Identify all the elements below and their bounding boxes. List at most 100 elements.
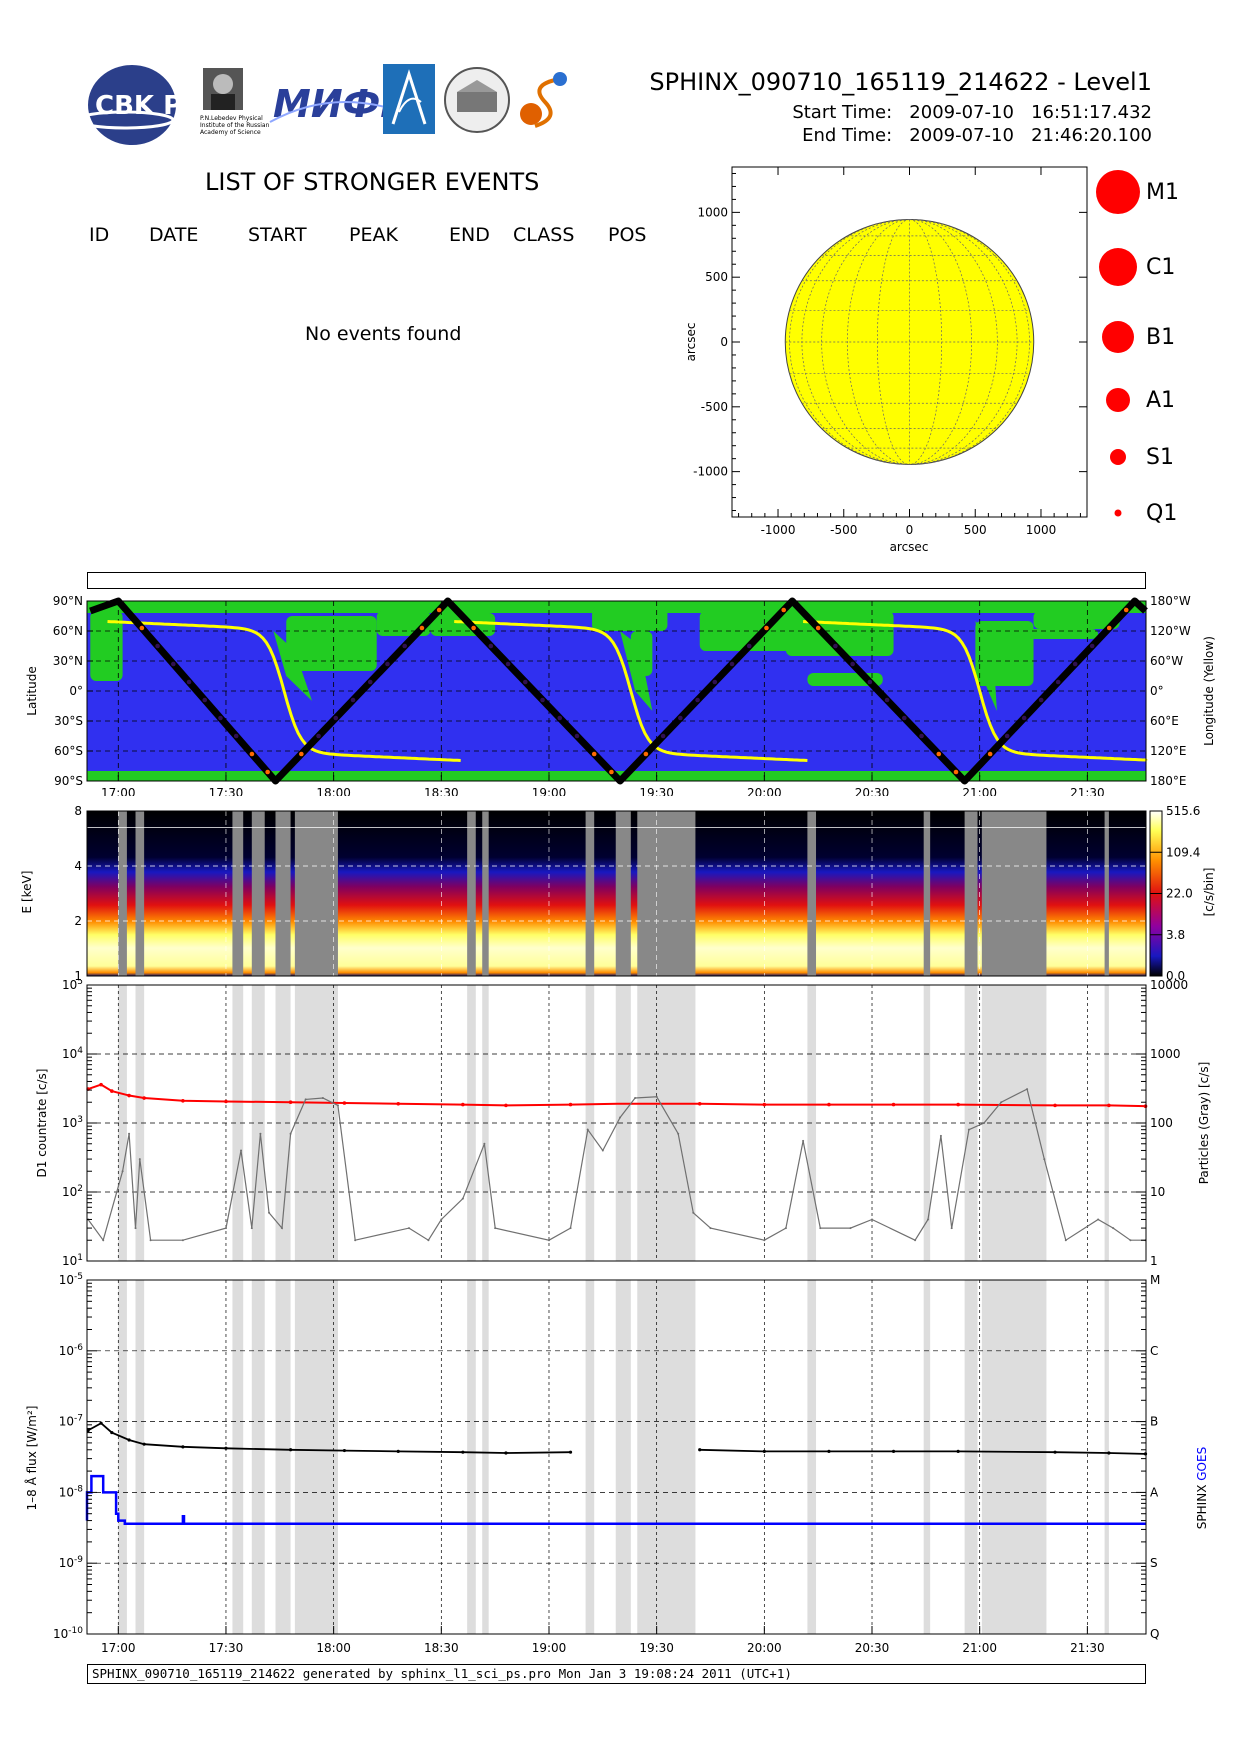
- orbit-marker: [139, 625, 145, 631]
- sun-longitude-line: [909, 219, 1018, 465]
- orbit-marker: [781, 607, 787, 613]
- energy-tick-label: 4: [74, 859, 82, 873]
- col-end: END: [449, 224, 490, 246]
- sun-longitude-line: [847, 219, 910, 465]
- goes-class-label: B: [1150, 1415, 1158, 1429]
- scale-label-s1: S1: [1146, 445, 1174, 470]
- col-pos: POS: [608, 224, 647, 246]
- orbit-marker: [729, 661, 735, 667]
- src-logo: [383, 64, 435, 134]
- d1-gap: [135, 985, 145, 1261]
- d1-gap: [467, 985, 476, 1261]
- flux-time-label: 18:30: [424, 1641, 459, 1655]
- particles-point: [336, 1104, 339, 1107]
- sun-longitude-line: [909, 219, 998, 465]
- orbit-marker: [1021, 715, 1027, 721]
- orbit-marker: [591, 751, 597, 757]
- spectrogram-gap: [118, 811, 127, 976]
- spectrogram-gap: [294, 811, 338, 976]
- flux-gap: [294, 1280, 338, 1634]
- track-time-label: 21:00: [962, 786, 997, 796]
- orbit-marker: [350, 697, 356, 703]
- sphinx-flux-point: [342, 1448, 347, 1453]
- marker-a1: [1106, 388, 1130, 412]
- particles-point: [982, 1122, 985, 1124]
- orbit-marker: [902, 715, 907, 721]
- institution-logos: CBK PAN P.N.Lebedev Physical Institute o…: [85, 64, 567, 145]
- track-time-label: 18:00: [316, 786, 351, 796]
- longitude-tick-label: 60°W: [1150, 654, 1183, 668]
- sun-ytick-label: 1000: [697, 205, 728, 219]
- sun-ytick-label: -1000: [693, 465, 728, 479]
- sphinx-flux-point: [127, 1438, 131, 1442]
- orbit-marker: [402, 643, 408, 649]
- track-time-label: 20:30: [855, 786, 890, 796]
- spectrogram-gap: [251, 811, 265, 976]
- orbit-marker: [436, 607, 442, 613]
- particles-point: [321, 1097, 324, 1100]
- orbit-marker: [471, 625, 476, 631]
- energy-tick-label: 2: [74, 914, 82, 928]
- report-title: SPHINX_090710_165119_214622 - Level1: [649, 68, 1152, 96]
- flux-time-label: 20:30: [855, 1641, 890, 1655]
- land-area: [620, 631, 653, 711]
- orbit-marker: [1038, 697, 1044, 703]
- orbit-marker: [540, 697, 545, 703]
- sun-longitude-line: [789, 219, 910, 465]
- particles-point: [1129, 1239, 1132, 1242]
- track-time-label: 20:00: [747, 786, 782, 796]
- flux-gap: [1104, 1280, 1109, 1634]
- particles-point: [784, 1227, 787, 1230]
- particles-point: [280, 1227, 283, 1230]
- land-area: [286, 616, 377, 671]
- particles-point: [268, 1211, 271, 1214]
- latitude-tick-label: 90°S: [54, 774, 83, 788]
- col-id: ID: [89, 224, 110, 246]
- orbit-marker: [419, 625, 425, 631]
- orbit-marker: [1106, 625, 1112, 631]
- spectrogram-gap: [923, 811, 931, 976]
- orbit-marker: [155, 643, 160, 649]
- sphinx-flux-line: [699, 1448, 1146, 1455]
- scale-label-a1: A1: [1146, 388, 1176, 413]
- spectrogram-gap: [232, 811, 244, 976]
- sun-ylabel: arcsec: [684, 323, 698, 362]
- colorbar-tick-label: 515.6: [1166, 804, 1200, 818]
- sphinx-flux-point: [181, 1445, 185, 1449]
- particles-point: [304, 1098, 307, 1101]
- sphinx-series-label: SPHINX: [1195, 1485, 1209, 1530]
- land-area: [1033, 611, 1120, 629]
- land-area: [1022, 629, 1099, 639]
- observatory-seal-logo: [444, 67, 510, 133]
- particles-tick-label: 1000: [1150, 1047, 1181, 1061]
- longitude-curve: [107, 620, 461, 762]
- orbit-marker: [919, 733, 924, 739]
- orbit-marker: [505, 661, 511, 667]
- flux-gap: [135, 1280, 145, 1634]
- goes-flux-line: [85, 1474, 1146, 1526]
- particles-point: [259, 1132, 262, 1135]
- flux-tick-label: 10-9: [59, 1555, 84, 1570]
- flux-gap: [118, 1280, 127, 1634]
- flux-gap: [981, 1280, 1047, 1634]
- sphinx-flux-point: [891, 1449, 896, 1453]
- marker-b1: [1102, 321, 1134, 353]
- particles-point: [240, 1149, 243, 1152]
- orbit-marker: [186, 679, 192, 685]
- particles-point: [655, 1095, 658, 1098]
- energy-tick-label: 8: [74, 804, 82, 818]
- spectrogram-gap: [615, 811, 631, 976]
- orbit-marker: [218, 715, 223, 721]
- flux-tick-label: 10-8: [59, 1484, 84, 1499]
- orbit-marker: [1072, 661, 1078, 667]
- goes-class-label: S: [1150, 1556, 1158, 1570]
- sun-xtick-label: -500: [830, 523, 857, 537]
- d1-tick-label: 101: [62, 1253, 83, 1266]
- sun-xtick-label: 1000: [1026, 523, 1057, 537]
- particles-point: [950, 1227, 953, 1230]
- particles-point: [102, 1239, 105, 1242]
- sphinx-flux-point: [110, 1430, 114, 1435]
- sphinx-flux-point: [504, 1451, 508, 1455]
- particles-axis-label: Particles (Gray) [c/s]: [1197, 1062, 1211, 1185]
- sphinx-flux-point: [1053, 1450, 1057, 1454]
